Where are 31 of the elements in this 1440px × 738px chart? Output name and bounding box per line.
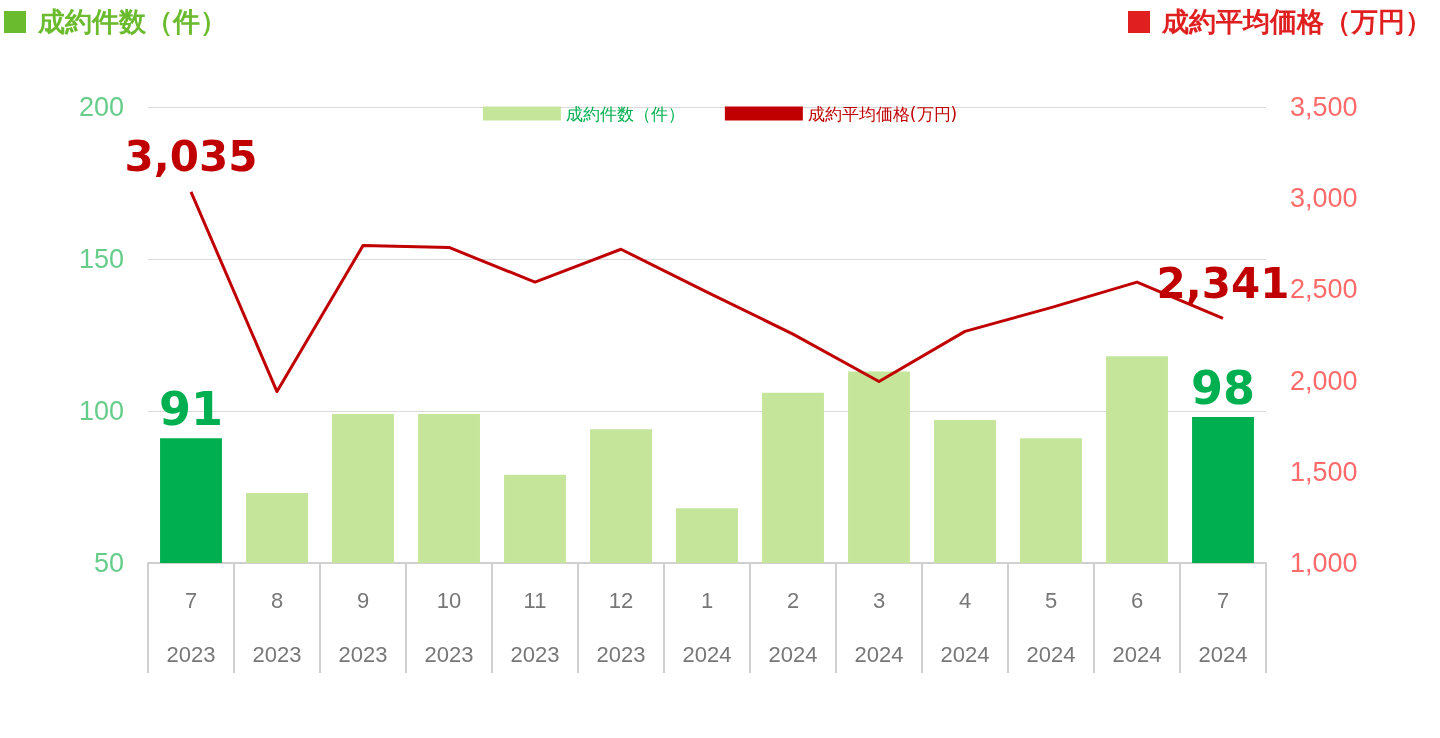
- y2-tick-label: 3,500: [1290, 92, 1358, 122]
- data-label: 3,035: [124, 132, 258, 182]
- category-label: 7 2024: [1198, 587, 1248, 667]
- category-label: 9 2023: [338, 587, 388, 667]
- category-label: 2 2024: [768, 587, 818, 667]
- y-tick-label: 50: [93, 548, 124, 578]
- legend-label: 成約件数（件）: [565, 103, 685, 124]
- y-tick-label: 150: [78, 244, 124, 274]
- y2-tick-label: 1,000: [1290, 548, 1358, 578]
- category-label: 5 2024: [1026, 587, 1076, 667]
- legend-label: 成約平均価格(万円): [807, 103, 958, 124]
- data-label: 98: [1190, 361, 1256, 416]
- category-label: 12 2023: [596, 587, 646, 667]
- category-label: 10 2023: [424, 587, 474, 667]
- category-label: 7 2023: [166, 587, 216, 667]
- data-label: 2,341: [1156, 258, 1290, 308]
- category-label: 4 2024: [940, 587, 990, 667]
- category-label: 6 2024: [1112, 587, 1162, 667]
- category-label: 3 2024: [854, 587, 904, 667]
- category-label: 1 2024: [682, 587, 732, 667]
- y2-tick-label: 3,000: [1290, 183, 1358, 214]
- y-tick-label: 200: [78, 92, 124, 122]
- data-label: 91: [158, 382, 224, 437]
- y2-tick-label: 2,000: [1290, 365, 1358, 396]
- category-label: 8 2023: [252, 587, 302, 667]
- y-axis-title: 成約件数（件）: [38, 5, 227, 39]
- y-tick-label: 100: [78, 396, 124, 426]
- y2-tick-label: 1,500: [1290, 456, 1358, 487]
- category-label: 11 2023: [510, 587, 560, 667]
- y2-axis-title: 成約平均価格（万円）: [1162, 5, 1432, 39]
- y2-tick-label: 2,500: [1290, 274, 1358, 305]
